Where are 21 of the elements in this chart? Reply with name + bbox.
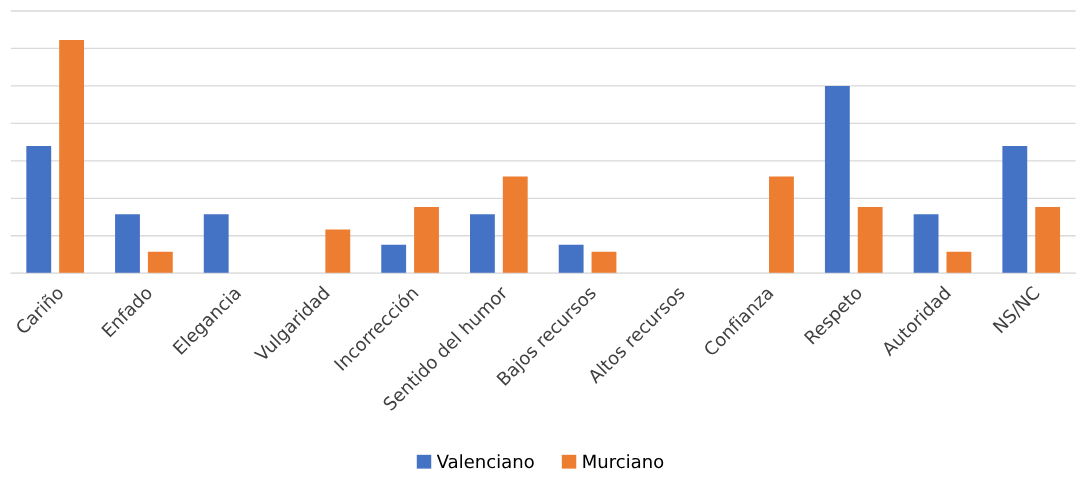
bar — [470, 214, 495, 274]
bar — [824, 86, 850, 274]
bar — [115, 214, 140, 274]
bar — [857, 207, 883, 274]
bar — [1035, 207, 1061, 274]
bar — [946, 251, 972, 274]
bar — [59, 40, 85, 274]
legend-label: Murciano — [583, 454, 664, 469]
bar — [26, 145, 52, 274]
bar — [913, 214, 939, 274]
bar — [203, 214, 229, 274]
legend-label: Valenciano — [436, 454, 534, 469]
bar — [591, 251, 617, 274]
bar — [502, 176, 528, 274]
bar — [769, 176, 794, 274]
bar — [381, 244, 407, 274]
bar — [558, 244, 584, 274]
bar — [1002, 145, 1028, 274]
bar — [325, 229, 351, 274]
bar — [147, 251, 173, 274]
bar — [414, 207, 439, 274]
